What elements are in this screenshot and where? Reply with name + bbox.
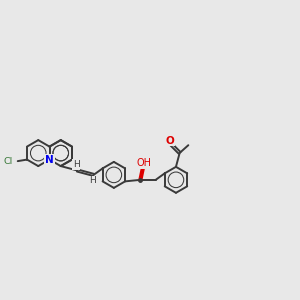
Text: Cl: Cl — [4, 157, 13, 166]
Text: H: H — [73, 160, 80, 169]
Text: H: H — [89, 176, 96, 185]
Text: N: N — [45, 154, 54, 165]
Text: OH: OH — [136, 158, 152, 168]
Text: O: O — [165, 136, 174, 146]
